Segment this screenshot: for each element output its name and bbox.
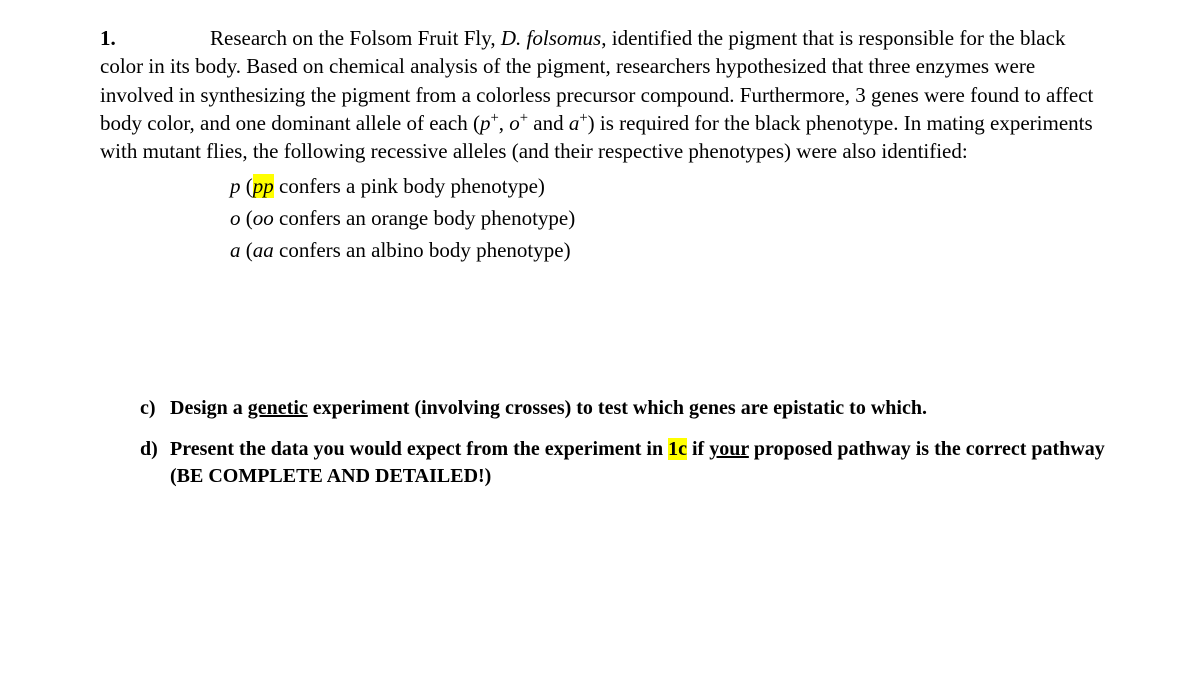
sub-question-d: d) Present the data you would expect fro… [140, 436, 1110, 490]
allele-line-o: o (oo confers an orange body phenotype) [230, 204, 1110, 232]
allele-list: p (pp confers a pink body phenotype) o (… [230, 172, 1110, 265]
allele-line-a: a (aa confers an albino body phenotype) [230, 236, 1110, 264]
sub-q-c-text: Design a genetic experiment (involving c… [170, 395, 1110, 422]
page-content: 1.Research on the Folsom Fruit Fly, D. f… [0, 0, 1200, 490]
d-t2: if [687, 438, 709, 460]
allele-p-open: ( [241, 174, 253, 198]
sep-1: , [499, 111, 510, 135]
sub-q-d-text: Present the data you would expect from t… [170, 436, 1110, 490]
sub-questions: c) Design a genetic experiment (involvin… [100, 395, 1110, 490]
c-t1: Design a [170, 397, 248, 419]
allele-p-sym: p [230, 174, 241, 198]
sub-q-d-letter: d) [140, 436, 170, 490]
d-ul: your [709, 438, 749, 460]
allele-o-open: ( [241, 206, 253, 230]
question-paragraph: 1.Research on the Folsom Fruit Fly, D. f… [100, 24, 1110, 166]
allele-o: o [509, 111, 520, 135]
plus-2: + [520, 110, 528, 126]
allele-a: a [569, 111, 580, 135]
allele-o-rest: confers an orange body phenotype) [274, 206, 575, 230]
d-t1: Present the data you would expect from t… [170, 438, 668, 460]
allele-o-hom: oo [253, 206, 274, 230]
plus-1: + [490, 110, 498, 126]
intro-lead: Research on the Folsom Fruit Fly, [210, 26, 501, 50]
allele-p-rest: confers a pink body phenotype) [274, 174, 545, 198]
allele-o-sym: o [230, 206, 241, 230]
sep-2: and [528, 111, 569, 135]
allele-line-p: p (pp confers a pink body phenotype) [230, 172, 1110, 200]
plus-3: + [579, 110, 587, 126]
allele-p: p [480, 111, 491, 135]
d-hl: 1c [668, 438, 687, 460]
sub-question-c: c) Design a genetic experiment (involvin… [140, 395, 1110, 422]
allele-a-rest: confers an albino body phenotype) [274, 238, 571, 262]
c-t2: experiment (involving crosses) to test w… [308, 397, 927, 419]
sub-q-c-letter: c) [140, 395, 170, 422]
allele-a-sym: a [230, 238, 241, 262]
c-ul: genetic [248, 397, 308, 419]
question-number: 1. [100, 24, 210, 52]
allele-a-hom: aa [253, 238, 274, 262]
allele-a-open: ( [241, 238, 253, 262]
species-name: D. folsomus [501, 26, 601, 50]
allele-p-hom: pp [253, 174, 274, 198]
